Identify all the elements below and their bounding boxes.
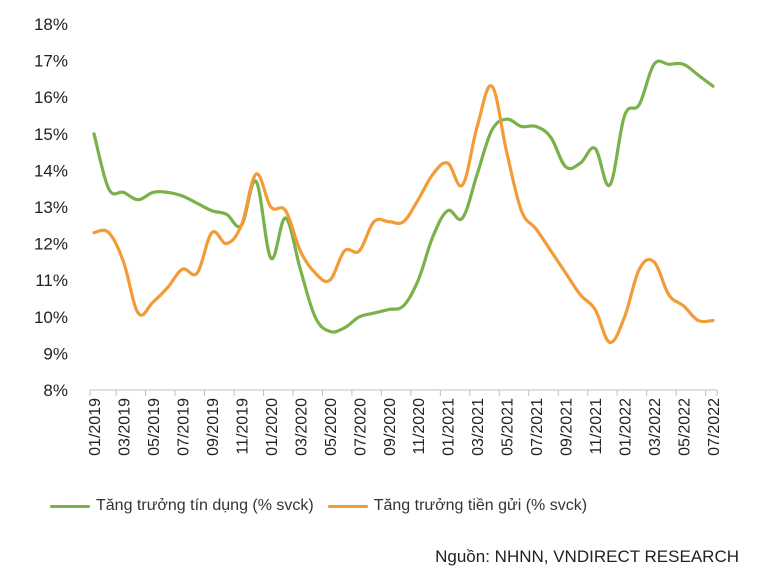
legend-item-credit: Tăng trưởng tín dụng (% svck): [50, 497, 314, 515]
x-tick-label: 01/2021: [441, 398, 458, 456]
x-tick-label: 07/2020: [352, 398, 369, 456]
legend-swatch-credit: [50, 504, 90, 508]
x-tick-label: 01/2020: [264, 398, 281, 456]
y-tick-label: 11%: [35, 271, 68, 290]
x-tick-label: 01/2022: [618, 398, 635, 456]
x-tick-label: 03/2019: [116, 398, 133, 456]
x-tick-label: 03/2022: [647, 398, 664, 456]
y-tick-label: 12%: [34, 235, 68, 254]
x-tick-label: 01/2019: [87, 398, 104, 456]
legend-label-deposit: Tăng trưởng tiền gửi (% svck): [373, 497, 588, 514]
x-tick-label: 05/2021: [500, 398, 517, 456]
x-tick-label: 05/2022: [677, 398, 694, 456]
x-tick-label: 07/2022: [706, 398, 723, 456]
source-note: Nguồn: NHNN, VNDIRECT RESEARCH: [435, 547, 739, 566]
x-tick-label: 09/2021: [559, 398, 576, 456]
x-tick-label: 07/2021: [529, 398, 546, 456]
x-tick-label: 11/2020: [411, 398, 428, 455]
y-tick-label: 10%: [34, 308, 68, 327]
x-tick-label: 07/2019: [175, 398, 192, 456]
x-tick-label: 09/2020: [382, 398, 399, 456]
line-chart: 8%9%10%11%12%13%14%15%16%17%18% 01/2019 0…: [34, 15, 723, 456]
y-tick-label: 9%: [43, 344, 68, 363]
series-line-deposit: [92, 84, 715, 344]
x-tick-label: 05/2019: [146, 398, 163, 456]
y-tick-label: 14%: [34, 161, 68, 180]
y-axis: 8% 9% 10% 11% 12% 13% 14% 15% 16% 17% 18%: [34, 15, 68, 400]
x-tick-label: 09/2019: [205, 398, 222, 456]
legend: Tăng trưởng tín dụng (% svck) Tăng trưởn…: [50, 497, 601, 515]
series-layer: [92, 59, 715, 344]
x-tick-label: 03/2021: [470, 398, 487, 456]
series-line-credit: [92, 59, 715, 334]
y-tick-label: 8%: [43, 381, 68, 400]
x-tick-label: 11/2021: [588, 398, 605, 455]
legend-label-credit: Tăng trưởng tín dụng (% svck): [96, 497, 314, 514]
y-tick-label: 13%: [34, 198, 68, 217]
x-tick-label: 05/2020: [323, 398, 340, 456]
y-tick-label: 15%: [34, 125, 68, 144]
y-tick-label: 16%: [34, 88, 68, 107]
x-tick-label: 03/2020: [293, 398, 310, 456]
legend-item-deposit: Tăng trưởng tiền gửi (% svck): [327, 497, 588, 515]
x-axis: 01/2019 03/2019 05/2019 07/2019 09/2019 11/20…: [87, 389, 723, 456]
legend-swatch-deposit: [327, 504, 368, 508]
y-tick-label: 17%: [34, 52, 68, 71]
y-tick-label: 18%: [34, 15, 68, 34]
x-tick-label: 11/2019: [234, 398, 251, 455]
